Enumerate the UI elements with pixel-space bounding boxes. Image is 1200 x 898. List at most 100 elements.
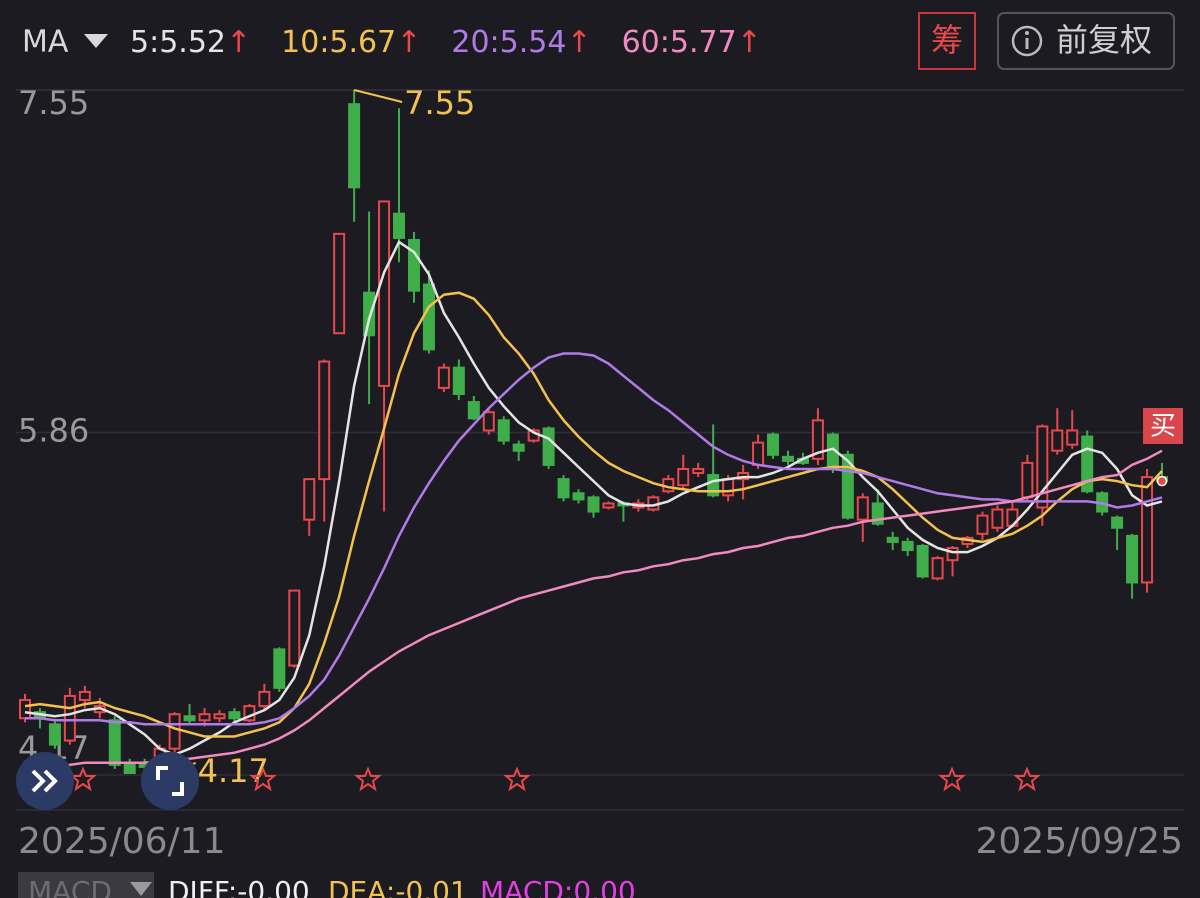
candle-body [542, 427, 555, 466]
candle-body [123, 763, 136, 774]
candle-body [856, 496, 869, 521]
info-icon[interactable] [1011, 25, 1043, 57]
candle-body [1141, 476, 1154, 584]
info-icon-dot [1025, 31, 1029, 35]
ma-line [24, 291, 1163, 738]
legend-entry: 20:5.54↑ [451, 25, 591, 60]
candle-body [452, 366, 465, 395]
candle-body [692, 467, 705, 475]
expand-icon [31, 769, 58, 793]
dea-label: DEA:-0.01 [328, 875, 468, 898]
candle-body [811, 419, 824, 460]
candle-body [1051, 429, 1064, 452]
candle-body [871, 502, 884, 525]
candle-body [378, 200, 391, 387]
legend-label: 20:5.54 [451, 25, 566, 60]
candle-body [183, 715, 196, 722]
y-tick-label: 5.86 [18, 412, 89, 450]
star-icon [503, 766, 531, 792]
candle-body [213, 713, 226, 720]
candle-body [841, 453, 854, 519]
fullscreen-icon [156, 766, 184, 796]
dropdown-arrow[interactable] [84, 34, 108, 48]
candle-body [946, 547, 959, 562]
macd-indicator[interactable]: MACD [28, 875, 112, 898]
candle-body [19, 699, 31, 720]
legend-entry: 5:5.52↑ [130, 25, 251, 60]
min-label: 4.17 [198, 752, 269, 790]
candle-body [752, 441, 765, 466]
ma-line [24, 240, 1163, 757]
candle-body [228, 711, 241, 720]
last-point [1156, 475, 1168, 487]
date-axis: 2025/06/11 2025/09/25 [18, 821, 1183, 862]
candle-body [437, 366, 450, 389]
candle-body [722, 478, 735, 497]
ma-line [25, 352, 1163, 726]
candle-body [48, 723, 61, 746]
trend-arrow: ↑ [737, 25, 762, 60]
adjust-button-box[interactable] [997, 12, 1175, 70]
candle-body [288, 589, 301, 667]
plot-area: 7.55 4.17 买 [19, 84, 1183, 790]
candle-body [63, 694, 76, 742]
candle-body [482, 411, 495, 432]
star-icon [938, 766, 966, 792]
candle-body [767, 433, 780, 456]
candle-body [407, 238, 420, 292]
x-tick-label: 2025/06/11 [18, 821, 226, 862]
dropdown-arrow[interactable] [130, 882, 152, 896]
trend-arrow: ↑ [226, 25, 251, 60]
diff-label: DIFF:-0.00 [168, 875, 310, 898]
macd-label: MACD:0.00 [480, 875, 636, 898]
candle-body [602, 502, 615, 509]
candle-body [273, 648, 286, 689]
candle-body [333, 232, 346, 335]
macd-selector[interactable] [18, 872, 154, 898]
candle-body [422, 283, 435, 351]
candle-body [1021, 461, 1034, 499]
max-label: 7.55 [404, 84, 475, 122]
star-icon [249, 766, 277, 792]
candle-body [1126, 534, 1139, 584]
candle-body [1036, 425, 1049, 509]
trend-arrow: ↑ [566, 25, 591, 60]
trend-arrow: ↑ [396, 25, 421, 60]
chip-button-box[interactable] [918, 12, 976, 70]
candle-body [991, 508, 1004, 529]
candle-body [168, 713, 181, 750]
legend-label: 5:5.52 [130, 25, 226, 60]
fullscreen-button[interactable] [141, 752, 199, 810]
candle-body [677, 467, 690, 487]
star-icon [69, 766, 97, 792]
candle-body [557, 478, 570, 499]
x-tick-label: 2025/09/25 [976, 821, 1184, 862]
legend: 5:5.52↑ 10:5.67↑ 20:5.54↑ 60:5.77↑ [130, 25, 762, 60]
candle-body [707, 474, 720, 497]
candle-body [901, 540, 914, 552]
candle-body [587, 496, 600, 513]
legend-entry: 60:5.77↑ [622, 25, 762, 60]
signal-stars [69, 766, 1041, 792]
candle-body [886, 536, 899, 543]
candle-body [363, 291, 376, 337]
y-tick-label: 7.55 [18, 84, 89, 122]
candle-body [916, 544, 929, 578]
candle-body [976, 514, 989, 535]
candle-body [348, 103, 361, 189]
adjust-button[interactable]: 前复权 [1056, 21, 1152, 59]
candle-body [303, 478, 316, 521]
star-icon [354, 766, 382, 792]
candle-body [393, 212, 406, 239]
legend-entry: 10:5.67↑ [281, 25, 421, 60]
buy-marker-box [1143, 408, 1183, 444]
indicator-label[interactable]: MA [22, 25, 69, 60]
star-icon [1013, 766, 1041, 792]
candle-body [78, 690, 91, 702]
candle-body [931, 557, 944, 580]
buy-marker: 买 [1150, 412, 1176, 442]
candle-body [497, 419, 510, 442]
chip-button[interactable]: 筹 [931, 21, 963, 59]
